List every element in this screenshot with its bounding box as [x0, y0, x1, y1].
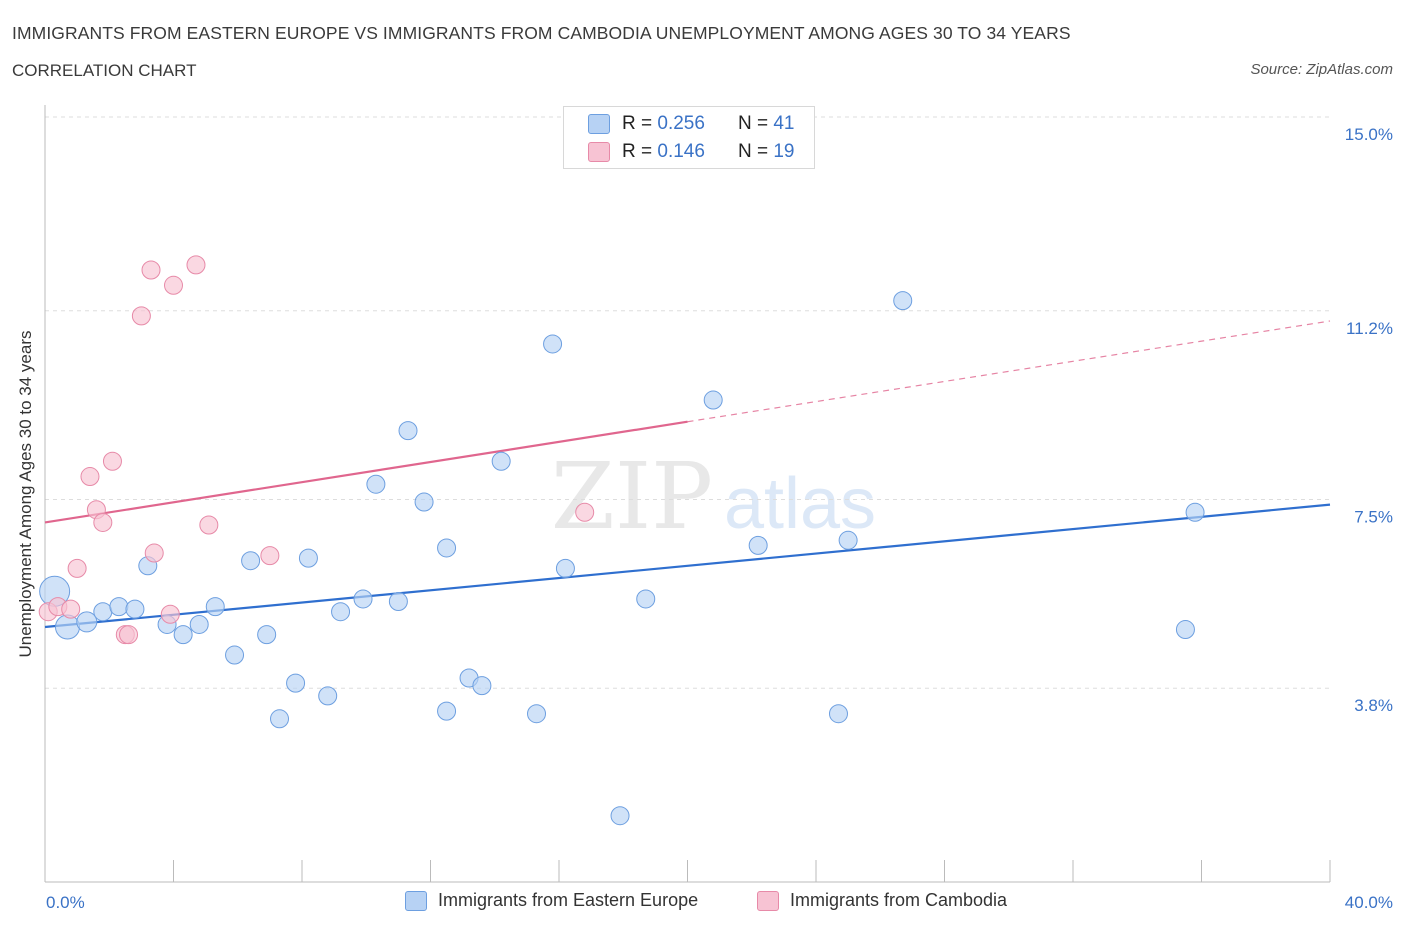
- point-eastern-europe: [257, 625, 277, 645]
- legend-r-label: R =: [622, 113, 653, 134]
- bottom-legend-eastern-europe: Immigrants from Eastern Europe: [405, 890, 698, 911]
- chart-title: IMMIGRANTS FROM EASTERN EUROPE VS IMMIGR…: [12, 23, 1071, 43]
- point-cambodia: [160, 604, 180, 624]
- bottom-legend-swatch-cambodia: [757, 890, 779, 911]
- legend-n-value: 41: [773, 113, 795, 134]
- legend-row-cambodia: R = 0.146 N = 19: [588, 140, 794, 164]
- point-eastern-europe: [414, 492, 434, 512]
- point-eastern-europe: [610, 806, 630, 826]
- point-eastern-europe: [1175, 620, 1195, 640]
- y-tick-label: 3.8%: [1354, 696, 1393, 715]
- point-eastern-europe: [331, 602, 351, 622]
- x-tick-label: 40.0%: [1345, 893, 1393, 912]
- correlation-legend: R = 0.256 N = 41 R = 0.146 N = 19: [563, 106, 815, 169]
- gridlines: [45, 116, 1330, 689]
- legend-swatch-cambodia: [588, 142, 610, 162]
- trend-line-solid: [44, 503, 1331, 629]
- point-eastern-europe: [318, 686, 338, 706]
- point-eastern-europe: [703, 390, 723, 410]
- data-points: [38, 255, 1205, 826]
- point-eastern-europe: [93, 602, 113, 622]
- point-eastern-europe: [173, 625, 193, 645]
- trend-line-solid: [44, 420, 688, 524]
- source-note: Source: ZipAtlas.com: [1250, 61, 1393, 78]
- point-cambodia: [102, 451, 122, 471]
- point-eastern-europe: [298, 548, 318, 568]
- point-eastern-europe: [225, 645, 245, 665]
- point-eastern-europe: [366, 474, 386, 494]
- trend-lines: [44, 320, 1331, 629]
- legend-n-value: 19: [773, 141, 795, 162]
- point-cambodia: [61, 599, 81, 619]
- legend-n-label: N =: [737, 141, 769, 162]
- watermark: ZIP atlas: [551, 443, 876, 550]
- point-eastern-europe: [1185, 502, 1205, 522]
- point-eastern-europe: [437, 538, 457, 558]
- bottom-legend-cambodia: Immigrants from Cambodia: [757, 890, 1007, 911]
- legend-n-label: N =: [737, 113, 769, 134]
- legend-row-eastern-europe: R = 0.256 N = 41: [588, 112, 794, 136]
- point-eastern-europe: [838, 530, 858, 550]
- point-eastern-europe: [353, 589, 373, 609]
- point-eastern-europe: [398, 421, 418, 441]
- point-eastern-europe: [527, 704, 547, 724]
- point-eastern-europe: [54, 614, 80, 640]
- point-cambodia: [131, 306, 151, 326]
- trend-line-dashed: [687, 320, 1331, 423]
- axes: [44, 105, 1331, 883]
- point-eastern-europe: [636, 589, 656, 609]
- point-eastern-europe: [270, 709, 290, 729]
- y-tick-label: 11.2%: [1346, 319, 1393, 338]
- point-eastern-europe: [205, 597, 225, 617]
- point-eastern-europe: [125, 599, 145, 619]
- point-eastern-europe: [491, 451, 511, 471]
- point-cambodia: [186, 255, 206, 275]
- point-eastern-europe: [543, 334, 563, 354]
- point-cambodia: [119, 625, 139, 645]
- legend-swatch-eastern-europe: [588, 114, 610, 134]
- point-eastern-europe: [286, 673, 306, 693]
- x-tick-label: 0.0%: [46, 893, 85, 912]
- point-eastern-europe: [828, 704, 848, 724]
- point-cambodia: [80, 467, 100, 487]
- point-eastern-europe: [472, 676, 492, 696]
- point-eastern-europe: [437, 701, 457, 721]
- y-tick-label: 15.0%: [1345, 125, 1393, 144]
- point-cambodia: [575, 502, 595, 522]
- x-tick-labels: 0.0% 40.0%: [46, 893, 1393, 912]
- point-eastern-europe: [109, 597, 129, 617]
- legend-r-value: 0.256: [657, 113, 705, 134]
- point-eastern-europe: [189, 614, 209, 634]
- point-eastern-europe: [388, 592, 408, 611]
- point-eastern-europe: [555, 558, 575, 578]
- bottom-legend-swatch-eastern-europe: [405, 890, 427, 911]
- bottom-legend-label: Immigrants from Cambodia: [790, 890, 1008, 910]
- legend-r-label: R =: [622, 141, 653, 162]
- chart-subtitle: CORRELATION CHART: [12, 61, 197, 80]
- point-cambodia: [144, 543, 164, 563]
- legend-r-value: 0.146: [657, 141, 705, 162]
- point-eastern-europe: [241, 551, 261, 571]
- point-cambodia: [199, 515, 219, 535]
- point-eastern-europe: [748, 535, 768, 555]
- point-eastern-europe: [76, 611, 98, 633]
- y-tick-label: 7.5%: [1354, 508, 1393, 527]
- point-cambodia: [164, 275, 183, 295]
- point-cambodia: [141, 260, 161, 280]
- y-tick-labels: 15.0% 11.2% 7.5% 3.8%: [1345, 125, 1393, 715]
- point-cambodia: [93, 512, 113, 532]
- point-cambodia: [67, 558, 87, 578]
- bottom-legend-label: Immigrants from Eastern Europe: [438, 890, 699, 910]
- point-cambodia: [260, 546, 280, 566]
- watermark-zip: ZIP: [551, 443, 713, 550]
- point-eastern-europe: [893, 291, 913, 311]
- watermark-atlas: atlas: [724, 464, 876, 544]
